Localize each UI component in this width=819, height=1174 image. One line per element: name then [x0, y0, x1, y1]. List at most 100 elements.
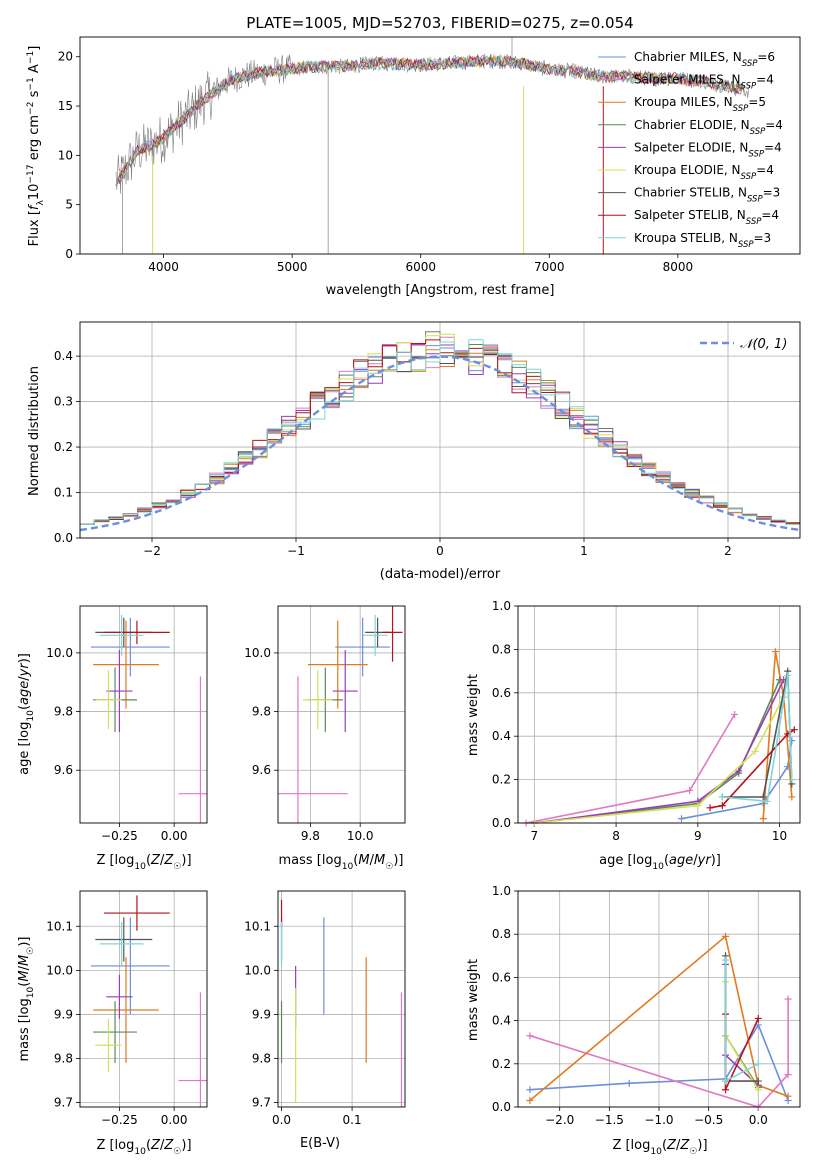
age-vs-mass-ytick-label: 9.8 — [252, 705, 271, 719]
mw-age-marker-kroupa-stelib — [718, 793, 726, 801]
mw-z-marker-kroupa-miles — [722, 932, 730, 940]
mass-vs-ebv-frame — [277, 890, 406, 1108]
age-vs-mass-xlabel: mass [log10(M/M☉)] — [279, 853, 404, 872]
mw-z-marker-kroupa-stelib — [722, 1077, 730, 1085]
mass-vs-z-xlabel: Z [log10(Z/Z☉)] — [96, 1138, 191, 1157]
age-vs-mass-frame — [277, 605, 406, 824]
hist-ytick-label: 0.2 — [54, 440, 73, 454]
mw-age-line-salpeter-miles — [526, 714, 736, 823]
mw-z-ylabel: mass weight — [466, 959, 481, 1041]
mw-age-marker-kroupa-stelib — [788, 776, 796, 784]
mw-z-ytick-label: 1.0 — [492, 884, 511, 898]
mw-age-marker-kroupa-miles — [771, 648, 779, 656]
spectrum-axes — [76, 56, 679, 258]
mw-age-marker-salpeter-elodie — [735, 767, 743, 775]
mw-age-line-salpeter-elodie — [534, 679, 785, 823]
mass-vs-z-ytick-label: 10.0 — [46, 963, 73, 977]
age-vs-z-xlabel: Z [log10(Z/Z☉)] — [96, 853, 191, 872]
mw-age-axes — [514, 605, 800, 827]
spectrum-xtick-label: 6000 — [405, 260, 436, 274]
spectrum-xtick-label: 7000 — [534, 260, 565, 274]
mw-age-line-kroupa-stelib — [722, 675, 793, 803]
spectrum-ytick-label: 20 — [58, 50, 73, 64]
spectrum-ytick-label: 10 — [58, 148, 73, 162]
mass-vs-ebv-ytick-label: 9.7 — [252, 1096, 271, 1110]
mw-z-marker-salpeter-stelib — [722, 1086, 730, 1094]
mw-age-line-salpeter-stelib — [709, 729, 795, 809]
hist-xtick-label: 0 — [436, 544, 444, 558]
mass-vs-z-ylabel: mass [log10(M/M☉)] — [17, 937, 36, 1062]
mw-age-ylabel: mass weight — [466, 674, 481, 756]
age-vs-z-ylabel: age [log10(age/yr)] — [17, 653, 36, 775]
mw-age-xtick-label: 7 — [531, 829, 539, 843]
mw-age-xlabel: age [log10(age/yr)] — [599, 853, 721, 872]
mass-vs-z-xtick-label: −0.25 — [101, 1113, 138, 1127]
mass-vs-z-xtick-label: 0.00 — [161, 1113, 188, 1127]
mass-vs-ebv-ytick-label: 9.9 — [252, 1007, 271, 1021]
hist-xtick-label: −1 — [287, 544, 305, 558]
age-vs-mass-ytick-label: 9.6 — [252, 763, 271, 777]
mw-z-marker-salpeter-miles — [526, 1032, 534, 1040]
mw-age-marker-kroupa-elodie — [694, 802, 702, 810]
mw-z-xtick-label: −0.5 — [694, 1113, 723, 1127]
mw-age-marker-salpeter-stelib — [706, 804, 714, 812]
mw-age-marker-salpeter-stelib — [718, 802, 726, 810]
mw-age-ytick-label: 0.6 — [492, 686, 511, 700]
spectrum-ytick-label: 5 — [65, 198, 73, 212]
mw-age-marker-salpeter-miles — [731, 711, 739, 718]
age-vs-z-ytick-label: 9.8 — [54, 705, 73, 719]
mw-z-line-chabrier-elodie — [724, 964, 759, 1089]
age-vs-z-ytick-label: 10.0 — [46, 646, 73, 660]
legend-label-chabrier-elodie: Chabrier ELODIE, NSSP=4 — [634, 118, 783, 137]
age-vs-mass-xtick-label: 9.8 — [301, 829, 320, 843]
mw-z-marker-salpeter-miles — [784, 995, 792, 1003]
mw-z-ytick-label: 0.0 — [492, 1100, 511, 1114]
mw-z-marker-kroupa-stelib — [754, 1060, 762, 1068]
normal-reference-curve — [79, 355, 801, 532]
age-vs-mass-xtick-label: 10.0 — [347, 829, 374, 843]
mw-z-xlabel: Z [log10(Z/Z☉)] — [612, 1138, 707, 1157]
mw-z-ytick-label: 0.6 — [492, 970, 511, 984]
mass-vs-ebv-axes — [274, 891, 405, 1111]
mw-age-ytick-label: 0.0 — [492, 816, 511, 830]
mw-z-marker-chabrier-stelib — [754, 1077, 762, 1085]
mw-z-marker-salpeter-miles — [784, 1071, 792, 1079]
mw-z-ytick-label: 0.8 — [492, 927, 511, 941]
mw-age-ytick-label: 1.0 — [492, 599, 511, 613]
age-vs-z-ytick-label: 9.6 — [54, 763, 73, 777]
age-vs-z-xtick-label: −0.25 — [101, 829, 138, 843]
hist-frame — [79, 321, 801, 539]
mw-z-ytick-label: 0.2 — [492, 1057, 511, 1071]
mw-z-line-kroupa-miles — [529, 934, 789, 1102]
hist-xlabel: (data-model)/error — [380, 567, 501, 582]
hist-ytick-label: 0.4 — [54, 349, 73, 363]
residual-hist-kroupa-stelib — [80, 339, 800, 538]
mw-age-marker-salpeter-miles — [686, 786, 694, 794]
mw-age-marker-kroupa-miles — [759, 815, 767, 823]
spectrum-ytick-label: 0 — [65, 247, 73, 261]
mass-vs-z-frame — [79, 890, 208, 1108]
age-vs-mass-axes — [274, 606, 405, 827]
mw-age-marker-salpeter-stelib — [790, 726, 798, 734]
mw-age-xtick-label: 8 — [612, 829, 620, 843]
spectrum-xtick-label: 8000 — [663, 260, 694, 274]
hist-ytick-label: 0.1 — [54, 486, 73, 500]
mw-z-marker-salpeter-stelib — [754, 1014, 762, 1022]
mass-vs-ebv-ytick-label: 10.0 — [244, 963, 271, 977]
mw-z-line-kroupa-elodie — [724, 981, 759, 1091]
mw-z-xtick-label: −1.5 — [595, 1113, 624, 1127]
ebv-xlabel: E(B-V) — [300, 1136, 340, 1151]
mw-age-xtick-label: 9 — [694, 829, 702, 843]
spectrum-xtick-label: 5000 — [277, 260, 308, 274]
mw-age-marker-chabrier-stelib — [759, 793, 767, 801]
mw-age-line-chabrier-elodie — [534, 679, 781, 823]
mw-z-marker-chabrier-miles — [526, 1086, 534, 1094]
spectrum-ytick-label: 15 — [58, 99, 73, 113]
spectrum-xlabel: wavelength [Angstrom, rest frame] — [326, 283, 555, 298]
mass-vs-z-ytick-label: 9.8 — [54, 1052, 73, 1066]
mw-age-marker-kroupa-miles — [788, 793, 796, 801]
age-vs-mass-ytick-label: 10.0 — [244, 646, 271, 660]
legend-label-salpeter-stelib: Salpeter STELIB, NSSP=4 — [634, 208, 779, 227]
mass-vs-z-ytick-label: 9.7 — [54, 1096, 73, 1110]
